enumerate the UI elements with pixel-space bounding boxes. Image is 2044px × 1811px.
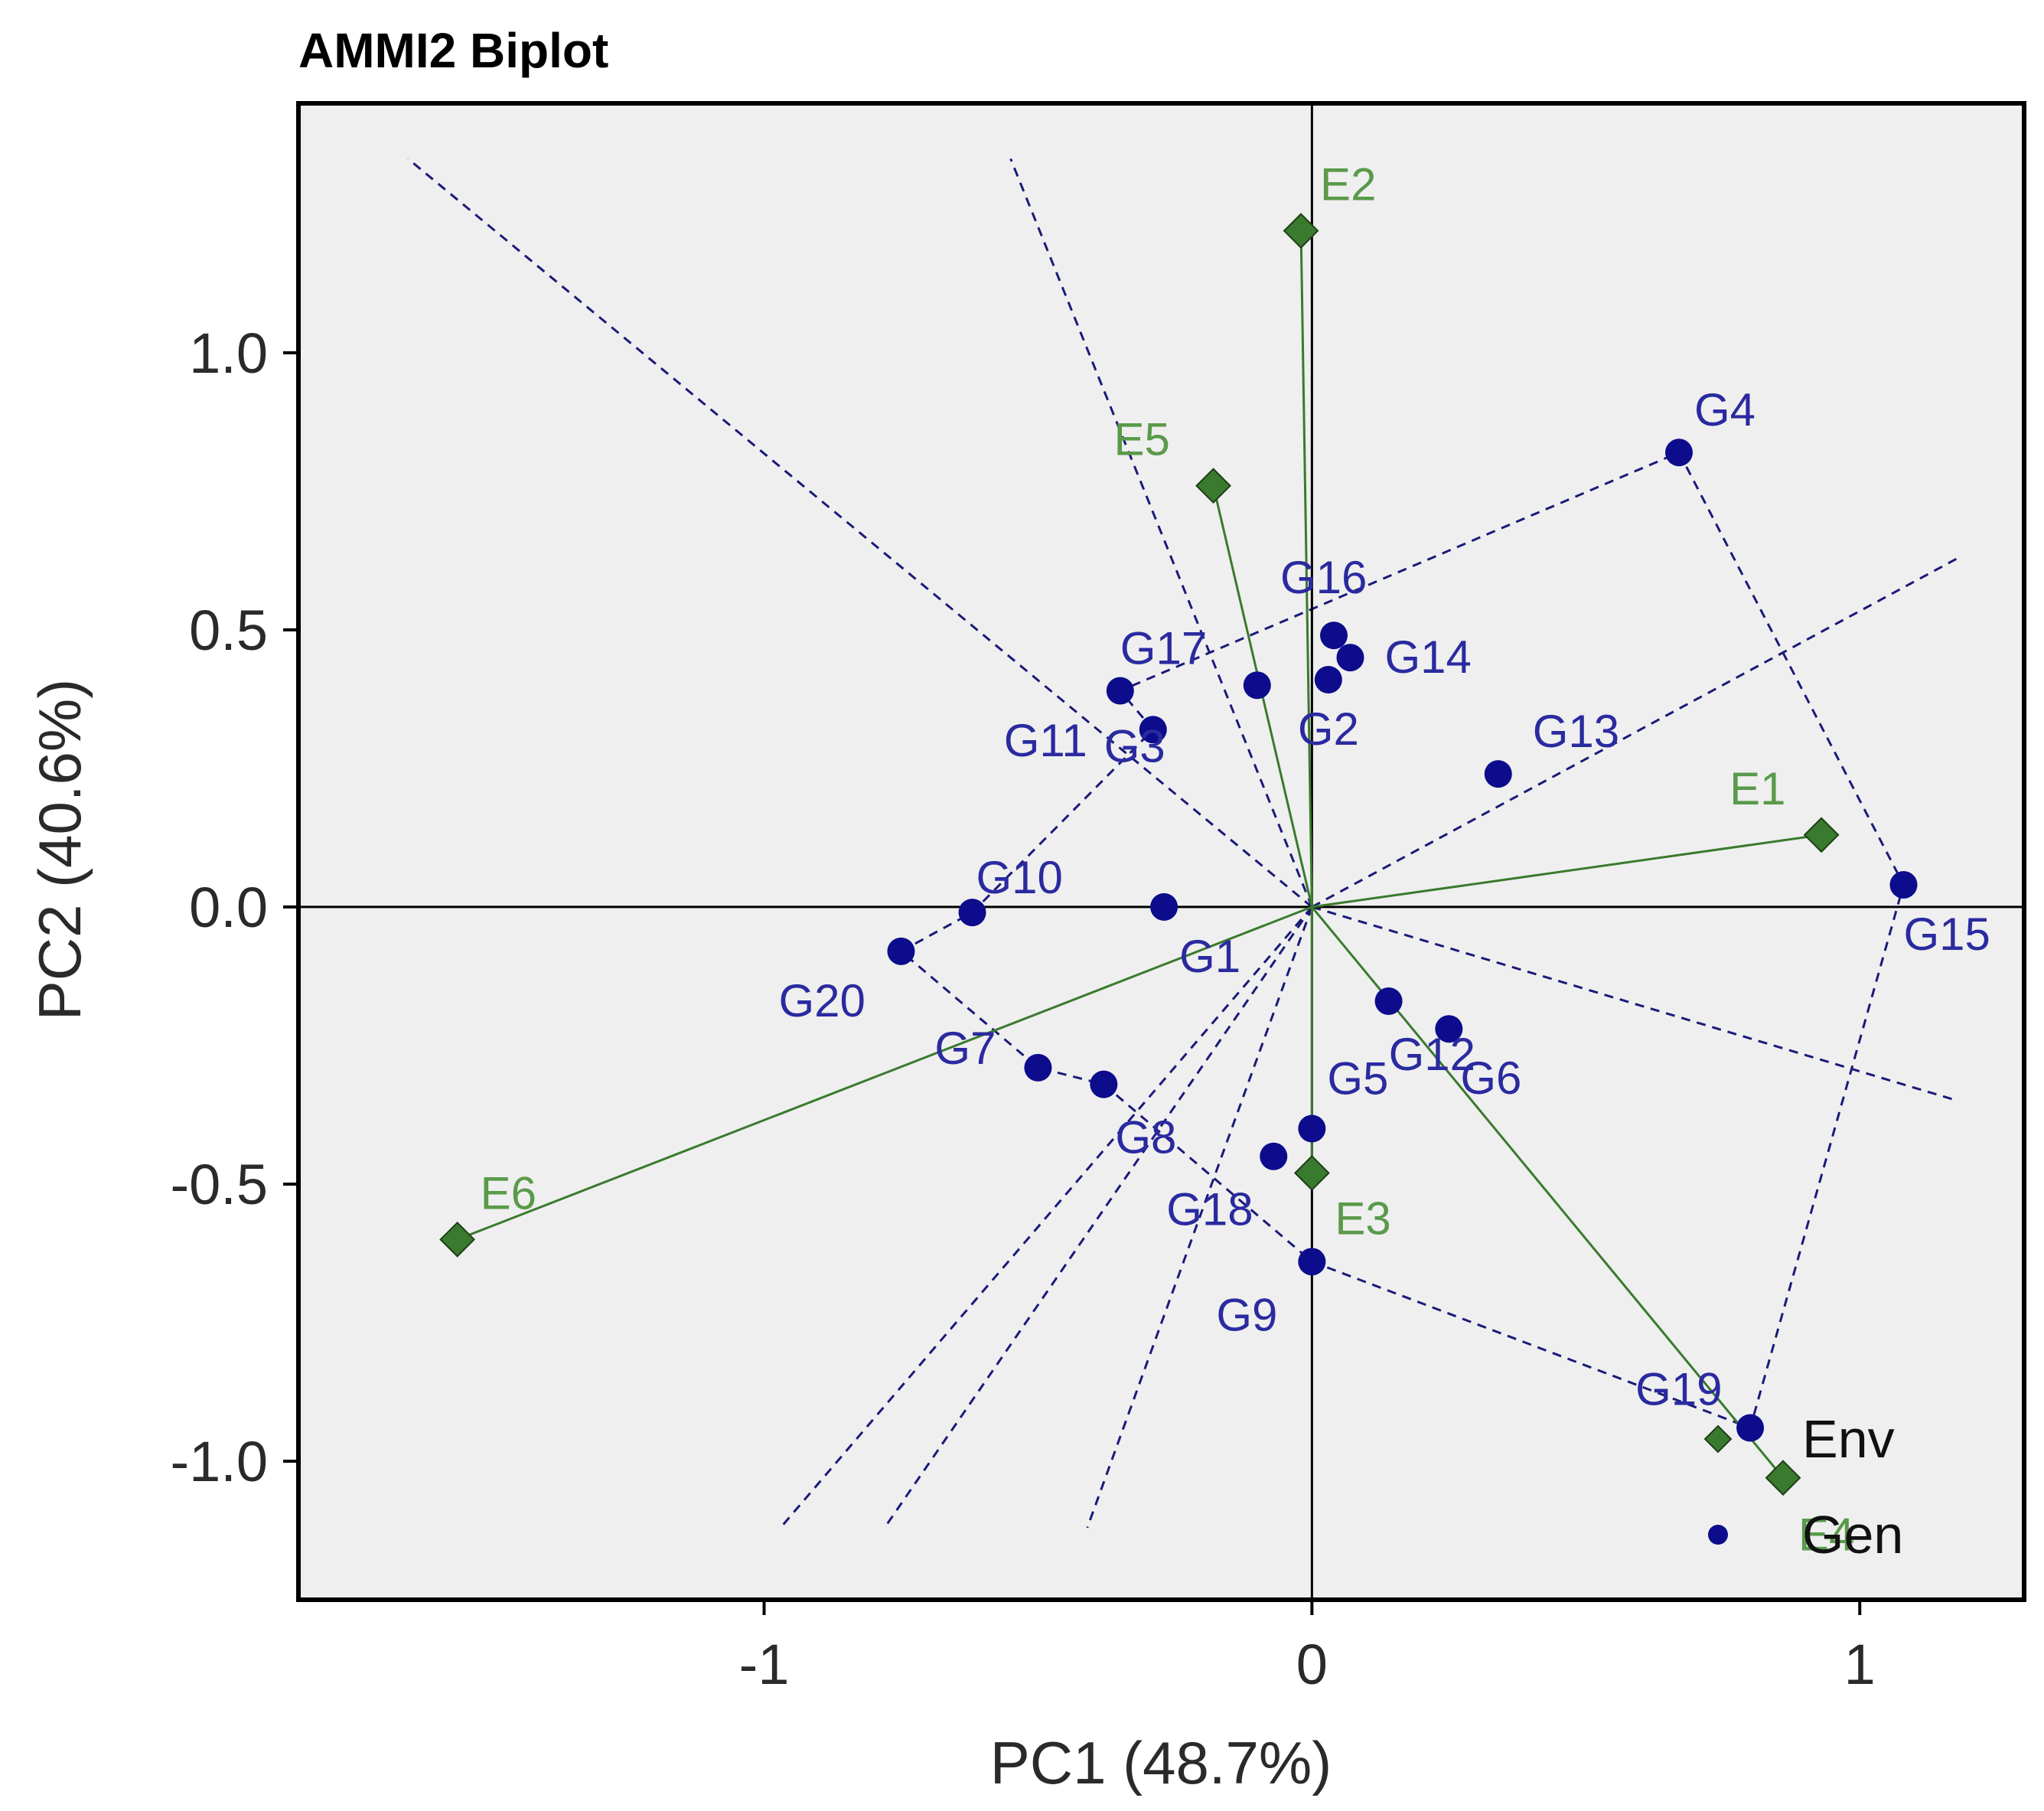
gen-marker-g8: [1090, 1070, 1118, 1098]
point-labels: E1 E2 E3 E4 E5 E6 G1 G2 G3 G4 G5 G6 G7 G8 G9 G10 G11 G12 G…: [481, 159, 1990, 1561]
gen-marker-g1: [1150, 892, 1178, 921]
gen-marker-g12: [1374, 987, 1403, 1015]
gen-marker-g4: [1665, 439, 1693, 467]
gen-label-g13: G13: [1533, 706, 1619, 757]
x-tick-label: -1: [739, 1633, 790, 1696]
sector-line-2: [1009, 158, 1313, 908]
legend-gen-label: Gen: [1802, 1505, 1903, 1565]
gen-marker-g20: [887, 937, 915, 965]
gen-label-g5: G5: [1327, 1053, 1388, 1105]
sector-line-6: [883, 906, 1313, 1529]
legend-env-marker: [1703, 1424, 1733, 1454]
env-marker-e5: [1195, 468, 1231, 504]
gen-label-g3: G3: [1104, 720, 1165, 772]
x-axis-ticks: -1 0 1: [739, 1600, 1876, 1696]
gen-label-g12: G12: [1389, 1029, 1475, 1080]
env-marker-e3: [1293, 1155, 1330, 1191]
env-marker-e4: [1765, 1460, 1801, 1496]
gen-label-g1: G1: [1179, 931, 1240, 982]
env-label-e5: E5: [1114, 414, 1170, 465]
gen-marker-g7: [1024, 1053, 1052, 1082]
env-label-e3: E3: [1335, 1193, 1390, 1244]
gen-label-g2: G2: [1298, 703, 1359, 755]
gen-marker-g11: [1139, 716, 1167, 744]
genotype-points: [887, 439, 1918, 1442]
gen-marker-g14: [1336, 644, 1364, 672]
gen-marker-g18: [1260, 1142, 1288, 1170]
gen-marker-g2: [1314, 666, 1342, 694]
convex-hull-path: [898, 451, 1905, 1430]
gen-marker-g13: [1484, 760, 1512, 788]
gen-marker-g15: [1889, 870, 1918, 899]
gen-label-g15: G15: [1904, 909, 1990, 960]
legend-env-label: Env: [1802, 1409, 1895, 1469]
sector-line-7: [1086, 906, 1313, 1529]
env-marker-e2: [1283, 213, 1319, 249]
env-vector-e2: [1299, 230, 1313, 907]
env-vector-e1: [1312, 834, 1822, 909]
sector-lines: [407, 158, 1959, 1529]
sector-line-3: [1311, 556, 1959, 909]
gen-label-g19: G19: [1635, 1364, 1722, 1415]
y-axis-ticks: 1.0 0.5 0.0 -0.5 -1.0: [170, 321, 298, 1493]
x-axis-label: PC1 (48.7%): [990, 1729, 1332, 1796]
gen-label-g11: G11: [1004, 715, 1087, 766]
x-tick-label: 0: [1296, 1633, 1328, 1696]
gen-marker-g6: [1435, 1015, 1463, 1043]
y-tick-label: -0.5: [170, 1153, 268, 1216]
gen-label-g10: G10: [976, 852, 1063, 903]
gen-marker-g3: [1243, 671, 1271, 700]
gen-label-g7: G7: [934, 1023, 996, 1074]
gen-label-g9: G9: [1216, 1289, 1277, 1340]
gen-label-g6: G6: [1460, 1052, 1521, 1104]
gen-marker-g16: [1320, 622, 1348, 650]
env-label-e4: E4: [1798, 1509, 1854, 1561]
gen-marker-g9: [1298, 1248, 1326, 1276]
y-tick-label: -1.0: [170, 1430, 268, 1493]
env-label-e6: E6: [481, 1167, 536, 1219]
gen-label-g18: G18: [1166, 1184, 1253, 1235]
sector-line-1: [407, 158, 1313, 909]
legend-gen-marker: [1708, 1525, 1728, 1545]
gen-label-g8: G8: [1115, 1112, 1176, 1163]
gen-label-g4: G4: [1694, 384, 1755, 436]
gen-marker-g10: [958, 899, 986, 927]
convex-hull: [898, 451, 1905, 1430]
x-tick-label: 1: [1844, 1633, 1876, 1696]
gen-label-g20: G20: [778, 975, 865, 1026]
legend: Env Gen: [1703, 1409, 1903, 1565]
gen-label-g17: G17: [1120, 623, 1207, 674]
y-tick-label: 1.0: [189, 321, 268, 385]
env-label-e2: E2: [1320, 159, 1376, 210]
gen-label-g14: G14: [1384, 631, 1471, 683]
sector-line-5: [779, 906, 1313, 1529]
environment-points: [439, 213, 1840, 1496]
chart-title: AMMI2 Biplot: [298, 23, 608, 78]
gen-marker-g19: [1736, 1414, 1765, 1442]
gen-marker-g17: [1106, 677, 1134, 705]
env-vector-e6: [457, 906, 1312, 1241]
gen-label-g16: G16: [1280, 552, 1367, 603]
env-marker-e1: [1803, 817, 1840, 853]
plot-panel: [298, 103, 2024, 1600]
y-axis-label: PC2 (40.6%): [26, 679, 93, 1021]
plot-frame: [296, 101, 2026, 1602]
y-tick-label: 0.5: [189, 599, 268, 662]
env-label-e1: E1: [1729, 763, 1785, 814]
env-marker-e6: [439, 1221, 476, 1258]
gen-marker-g5: [1298, 1114, 1326, 1143]
y-tick-label: 0.0: [189, 876, 268, 939]
